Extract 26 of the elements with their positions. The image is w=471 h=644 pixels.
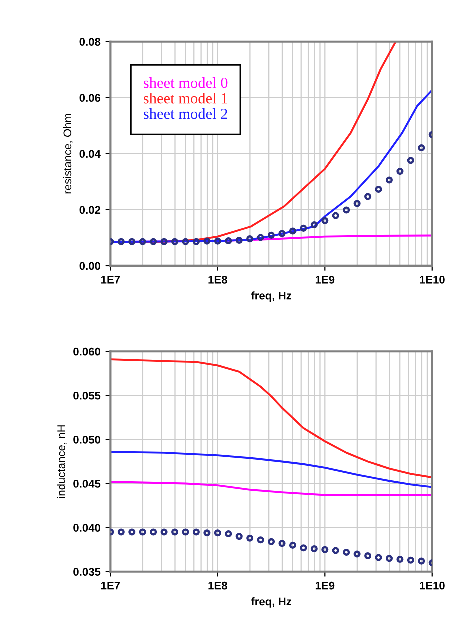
text: sheet model 1 [144, 92, 228, 104]
y-tick-label: 0.055 [74, 392, 101, 400]
y-tick-label: 0.08 [80, 38, 101, 46]
y-tick-label: 0.035 [74, 568, 101, 576]
y-tick-label: 0.04 [80, 150, 101, 158]
text: sheet model 0 [144, 78, 228, 88]
y-tick-label: 0.02 [80, 206, 101, 214]
y-axis-title: inductance, nH [57, 426, 67, 498]
y-tick-label: 0.040 [74, 524, 101, 532]
y-tick-label: 0.06 [80, 94, 101, 102]
y-tick-label: 0.045 [74, 480, 101, 488]
x-tick-label: 1E10 [420, 276, 445, 284]
x-tick-label: 1E9 [316, 276, 335, 284]
x-tick-label: 1E9 [316, 582, 335, 590]
x-tick-label: 1E7 [102, 582, 120, 590]
x-axis-title: freq, Hz [251, 292, 292, 302]
x-tick-label: 1E10 [420, 582, 445, 590]
y-tick-label: 0.00 [80, 262, 101, 270]
y-tick-label: 0.050 [74, 436, 101, 444]
y-tick-label: 0.060 [74, 348, 101, 356]
x-tick-label: 1E8 [208, 276, 228, 284]
x-axis-title: freq, Hz [251, 598, 292, 608]
x-tick-label: 1E8 [208, 582, 228, 590]
text: sheet model 2 [144, 108, 228, 120]
x-tick-label: 1E7 [102, 276, 120, 284]
y-axis-title: resistance, Ohm [63, 114, 73, 194]
